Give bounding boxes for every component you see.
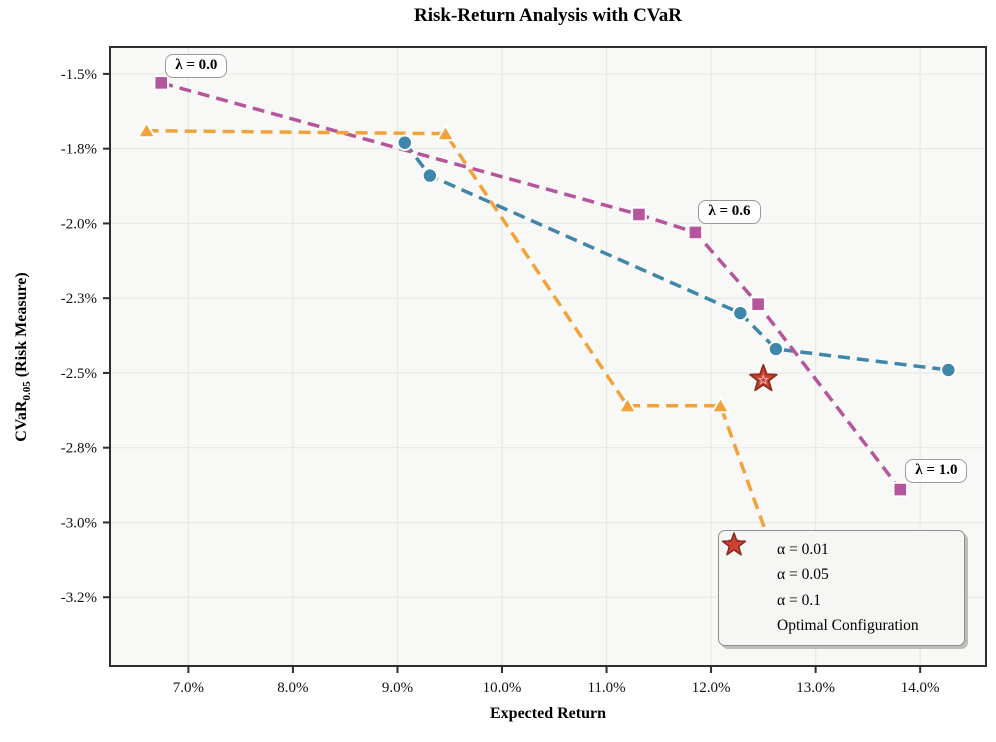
- y-tick-label: -3.0%: [61, 515, 97, 531]
- x-tick-label: 7.0%: [173, 680, 204, 696]
- optimal-star-marker: [749, 364, 778, 392]
- y-tick-label: -2.5%: [61, 366, 97, 382]
- circle-marker: [940, 361, 957, 379]
- annotation-lambda-1-0: λ = 1.0: [905, 458, 968, 483]
- legend-label: Optimal Configuration: [777, 617, 919, 635]
- legend-label: α = 0.01: [777, 540, 829, 558]
- legend-label: α = 0.1: [777, 591, 821, 609]
- x-tick-label: 13.0%: [796, 680, 835, 696]
- triangle-marker: [136, 120, 157, 139]
- x-tick-label: 12.0%: [692, 680, 731, 696]
- x-tick-label: 14.0%: [901, 680, 940, 696]
- annotation-lambda-0-6: λ = 0.6: [698, 200, 761, 225]
- square-marker: [631, 206, 647, 223]
- x-tick-label: 10.0%: [483, 680, 522, 696]
- triangle-marker: [617, 395, 638, 414]
- triangle-marker: [435, 123, 456, 142]
- y-tick-label: -3.2%: [61, 590, 97, 606]
- circle-marker: [396, 134, 413, 151]
- y-tick-label: -2.8%: [61, 441, 97, 457]
- square-marker: [892, 481, 909, 498]
- legend-item-alpha-001: α = 0.01: [723, 537, 960, 563]
- y-axis-label-main: CVaR: [13, 400, 30, 442]
- optimal-star-inner-detail: [757, 373, 770, 385]
- chart-title: Risk-Return Analysis with CVaR: [414, 5, 682, 26]
- y-axis-label: CVaR0.05 (Risk Measure): [13, 57, 35, 657]
- y-axis-label-subscript: 0.05: [21, 381, 34, 401]
- triangle-marker: [710, 395, 731, 414]
- y-tick-label: -2.0%: [61, 216, 97, 232]
- legend: α = 0.01 α = 0.05 α = 0.1 Optimal Config…: [718, 530, 965, 646]
- y-tick-label: -2.3%: [61, 291, 97, 307]
- x-axis-label: Expected Return: [490, 705, 606, 722]
- legend-label: α = 0.05: [777, 566, 829, 584]
- circle-marker: [421, 167, 439, 184]
- series-line-triangle: [146, 128, 797, 613]
- annotation-lambda-0-0: λ = 0.0: [165, 53, 228, 78]
- legend-item-alpha-005: α = 0.05: [723, 537, 960, 589]
- x-tick-label: 11.0%: [587, 680, 625, 696]
- star-marker: [721, 532, 747, 556]
- square-marker: [750, 296, 766, 312]
- y-tick-label: -1.8%: [61, 142, 97, 158]
- legend-item-alpha-01: α = 0.1: [723, 535, 960, 614]
- y-axis-label-rest: (Risk Measure): [13, 272, 30, 382]
- circle-marker: [732, 304, 749, 322]
- square-marker: [687, 224, 704, 241]
- x-tick-label: 8.0%: [277, 680, 308, 696]
- legend-marker-glyph: [721, 532, 747, 556]
- y-tick-label: -1.5%: [61, 67, 97, 83]
- legend-item-optimal-configuration: Optimal Configuration: [721, 532, 960, 640]
- axes-spines: [109, 46, 987, 667]
- x-tick-label: 9.0%: [382, 680, 413, 696]
- square-marker: [153, 75, 170, 91]
- circle-marker: [767, 340, 785, 358]
